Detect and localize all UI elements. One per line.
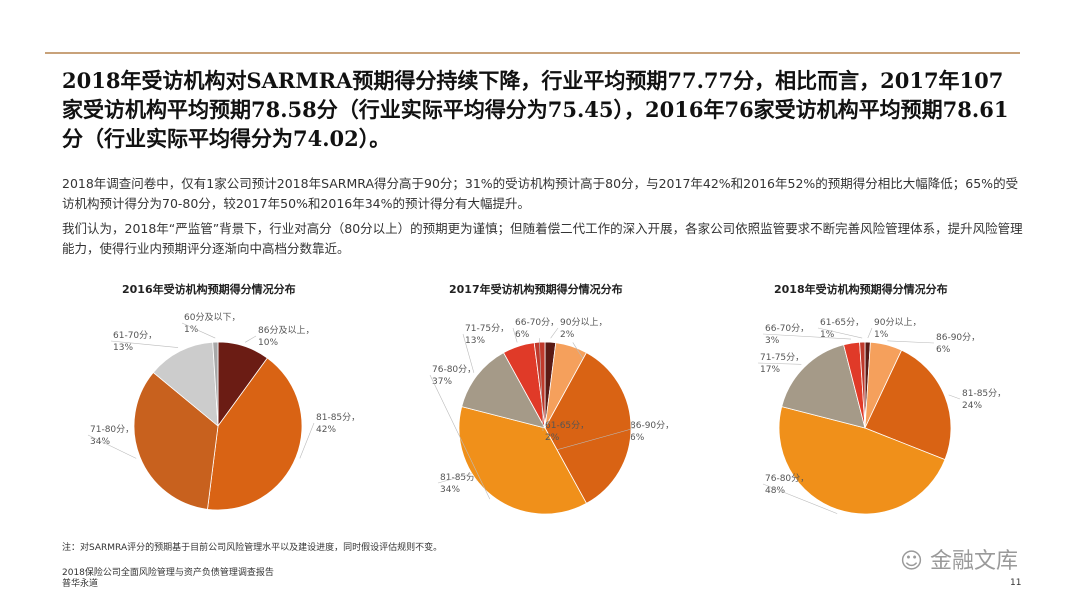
watermark: ☺ 金融文库 xyxy=(900,543,1018,575)
pie-0-leader-2 xyxy=(87,434,137,459)
chart-title-2016: 2016年受访机构预期得分情况分布 xyxy=(122,283,296,296)
pie-1-slice-4 xyxy=(461,352,546,429)
pie-2-leader-6 xyxy=(817,327,863,339)
watermark-text: 金融文库 xyxy=(929,549,1018,574)
pie-1-leader-4 xyxy=(462,333,475,373)
pie-0-leader-1 xyxy=(299,422,315,459)
pie-2-leader-5 xyxy=(762,333,851,340)
pie-2-leader-0 xyxy=(867,327,873,339)
pie-2-label-0: 90分以上， 1% xyxy=(874,317,921,340)
pie-0-label-2: 71-80分， 34% xyxy=(90,424,134,447)
pie-0-slice-4 xyxy=(212,341,219,427)
pie-0-leader-4 xyxy=(181,322,216,339)
body-text: 2018年调查问卷中，仅有1家公司预计2018年SARMRA得分高于90分；31… xyxy=(62,174,1027,264)
pie-2-leader-2 xyxy=(948,394,961,400)
pie-0-leader-0 xyxy=(245,335,257,343)
wechat-icon: ☺ xyxy=(900,549,923,574)
firm-name: 普华永道 xyxy=(62,579,99,589)
pie-2-leader-1 xyxy=(887,340,935,344)
pie-1-leader-5 xyxy=(512,327,518,343)
chart-title-2018: 2018年受访机构预期得分情况分布 xyxy=(774,283,948,296)
pie-1-leader-3 xyxy=(429,374,491,500)
pie-2-slice-4 xyxy=(781,344,866,429)
body-paragraph-1: 2018年调查问卷中，仅有1家公司预计2018年SARMRA得分高于90分；31… xyxy=(62,176,1019,211)
pie-2-label-6: 61-65分， 1% xyxy=(820,317,864,340)
pie-0-label-4: 60分及以下， 1% xyxy=(184,312,240,335)
pie-2-label-4: 71-75分， 17% xyxy=(760,352,804,375)
pie-0-slice-1 xyxy=(207,357,303,511)
pie-0-slice-3 xyxy=(152,341,219,427)
pie-0-label-1: 81-85分， 42% xyxy=(316,412,360,435)
pie-2-label-5: 66-70分， 3% xyxy=(765,323,809,346)
pie-0-slice-2 xyxy=(133,371,219,510)
pie-2-slice-3 xyxy=(778,406,946,515)
page-number: 11 xyxy=(1010,578,1022,588)
chart-title-2017: 2017年受访机构预期得分情况分布 xyxy=(449,283,623,296)
pie-1-label-4: 71-75分， 13% xyxy=(465,323,509,346)
report-title: 2018保险公司全面风险管理与资产负债管理调查报告 xyxy=(62,568,274,578)
pie-1-leader-6 xyxy=(539,338,544,432)
pie-1-leader-0 xyxy=(550,327,559,339)
page-headline: 2018年受访机构对SARMRA预期得分持续下降，行业平均预期77.77分，相比… xyxy=(62,68,1009,151)
pie-2-slice-2 xyxy=(864,349,952,461)
pie-2-label-2: 81-85分， 24% xyxy=(962,388,1006,411)
pie-2-leader-4 xyxy=(757,362,802,365)
body-paragraph-2: 我们认为，2018年“严监管”背景下，行业对高分（80分以上）的预期更为谨慎；但… xyxy=(62,221,1023,256)
pie-1-label-1: 86-90分， 6% xyxy=(630,420,674,443)
pie-2-leader-3 xyxy=(762,483,838,514)
top-rule xyxy=(45,52,1020,54)
report-footer: 2018保险公司全面风险管理与资产负债管理调查报告 普华永道 xyxy=(62,568,274,590)
pie-2-label-3: 76-80分， 48% xyxy=(765,473,809,496)
pie-0-label-0: 86分及以上， 10% xyxy=(258,325,314,348)
pie-1-slice-2 xyxy=(544,352,632,504)
pie-1-label-2: 81-85分， 34% xyxy=(440,472,484,495)
pie-0-leader-3 xyxy=(110,340,179,348)
pie-1-slice-3 xyxy=(458,406,587,515)
pie-1-label-0: 90分以上， 2% xyxy=(560,317,607,340)
pie-2-label-1: 86-90分， 6% xyxy=(936,332,980,355)
footnote: 注：对SARMRA评分的预期基于目前公司风险管理水平以及建设进度，同时假设评估规… xyxy=(62,543,443,553)
pie-1-label-6: 61-65分， 2% xyxy=(545,420,589,443)
pie-1-label-5: 66-70分， 6% xyxy=(515,317,559,340)
pie-0-label-3: 61-70分， 13% xyxy=(113,330,157,353)
pie-1-label-3: 76-80分， 37% xyxy=(432,364,476,387)
pie-2-slice-6 xyxy=(859,341,866,429)
